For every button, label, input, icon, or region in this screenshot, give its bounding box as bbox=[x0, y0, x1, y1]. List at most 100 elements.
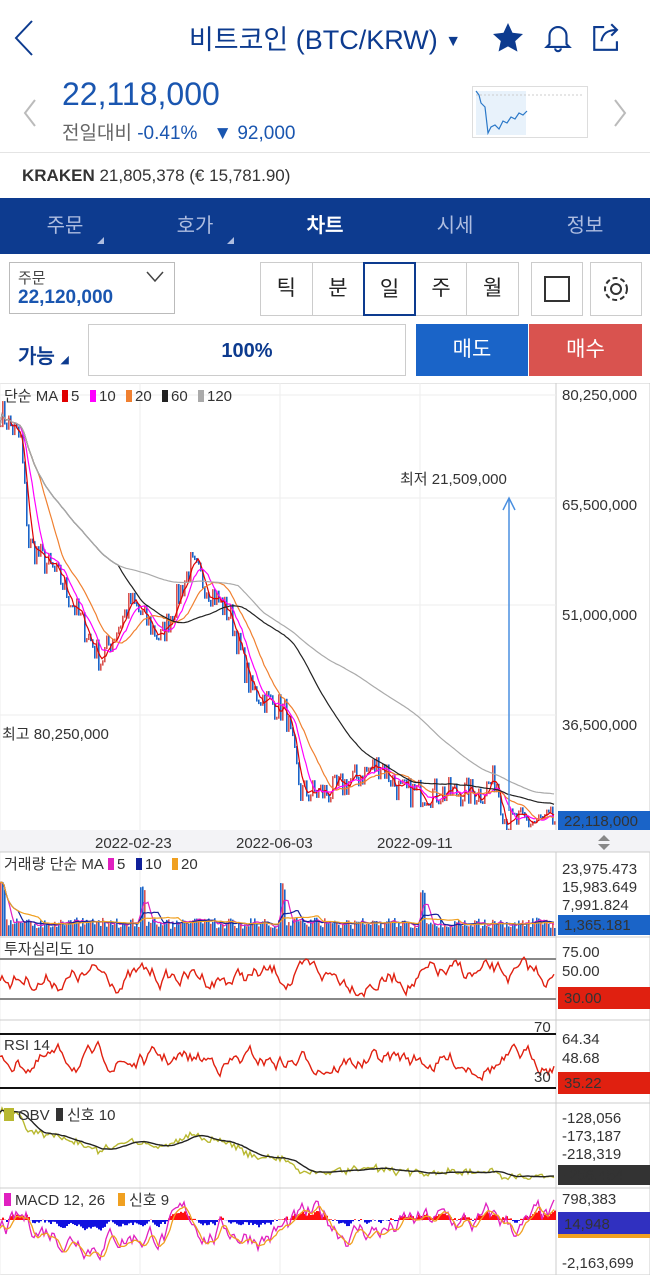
tab-3[interactable]: 시세 bbox=[436, 215, 474, 237]
volume-bar bbox=[148, 921, 150, 936]
candle bbox=[4, 401, 6, 425]
volume-bar bbox=[140, 887, 142, 936]
prev-coin-icon[interactable] bbox=[22, 98, 38, 128]
price-chart[interactable]: 단순 MA 5 10 20 60 120 80,250,000 65,500,000 51,00… bbox=[0, 383, 650, 1275]
ma-legend-label: 단순 MA bbox=[4, 388, 58, 405]
candle bbox=[440, 800, 442, 805]
volume-bar bbox=[68, 920, 70, 936]
candle bbox=[372, 759, 374, 770]
volume-bar bbox=[60, 919, 62, 936]
macd-histogram-bar bbox=[346, 1220, 348, 1227]
bell-icon[interactable] bbox=[541, 20, 575, 54]
next-coin-icon[interactable] bbox=[612, 98, 628, 128]
macd-histogram-bar bbox=[444, 1213, 446, 1220]
obv-current-label: -256,454 bbox=[564, 1167, 623, 1184]
volume-bar bbox=[70, 920, 72, 936]
candle bbox=[206, 592, 208, 599]
candle bbox=[396, 784, 398, 801]
period-0[interactable]: 틱 bbox=[260, 262, 313, 316]
volume-bar bbox=[340, 927, 342, 936]
period-1[interactable]: 분 bbox=[311, 262, 365, 316]
candle bbox=[328, 793, 330, 803]
candle bbox=[454, 783, 456, 789]
back-button[interactable] bbox=[12, 18, 38, 58]
volume-bar bbox=[106, 926, 108, 936]
candle bbox=[148, 616, 150, 626]
macd-histogram-bar bbox=[322, 1216, 324, 1220]
macd-histogram-bar bbox=[216, 1220, 218, 1222]
candle bbox=[106, 635, 108, 650]
tab-2[interactable]: 차트 bbox=[306, 215, 344, 237]
candle bbox=[314, 780, 316, 792]
volume-bar bbox=[236, 928, 238, 936]
volume-bar bbox=[186, 921, 188, 936]
candle bbox=[248, 662, 250, 693]
volume-bar bbox=[46, 923, 48, 936]
drawing-toggle-button[interactable] bbox=[531, 262, 583, 316]
macd-histogram-bar bbox=[32, 1220, 34, 1223]
volume-bar bbox=[160, 922, 162, 936]
volume-bar bbox=[320, 925, 322, 936]
available-selector[interactable]: 가능 ◢ bbox=[18, 346, 69, 368]
star-icon[interactable] bbox=[490, 20, 526, 56]
candle bbox=[342, 773, 344, 796]
volume-bar bbox=[478, 918, 480, 936]
ma-legend-value: 60 bbox=[171, 388, 188, 405]
volume-legend-value: 10 bbox=[145, 856, 162, 873]
quantity-percent-input[interactable]: 100% bbox=[88, 324, 406, 376]
macd-histogram-bar bbox=[472, 1220, 474, 1221]
volume-bar bbox=[484, 919, 486, 936]
macd-histogram-bar bbox=[16, 1214, 18, 1220]
volume-bar bbox=[396, 927, 398, 936]
macd-histogram-bar bbox=[380, 1220, 382, 1224]
volume-bar bbox=[278, 920, 280, 936]
candle bbox=[364, 766, 366, 785]
volume-bar bbox=[354, 920, 356, 936]
volume-bar bbox=[296, 917, 298, 936]
mini-chart[interactable] bbox=[472, 86, 588, 138]
macd-histogram-bar bbox=[454, 1218, 456, 1220]
volume-bar bbox=[132, 918, 134, 936]
candle bbox=[126, 609, 128, 619]
page-title[interactable]: 비트코인 (BTC/KRW) ▼ bbox=[188, 25, 462, 55]
volume-bar bbox=[6, 919, 8, 936]
candle bbox=[490, 782, 492, 785]
macd-histogram-bar bbox=[174, 1213, 176, 1220]
candle bbox=[484, 794, 486, 804]
volume-bar bbox=[516, 928, 518, 936]
volume-bar bbox=[204, 918, 206, 936]
period-2[interactable]: 일 bbox=[363, 262, 416, 316]
candle bbox=[188, 571, 190, 582]
candle bbox=[532, 820, 534, 826]
sell-button[interactable]: 매도 bbox=[416, 324, 528, 376]
candle bbox=[518, 810, 520, 825]
volume-bar bbox=[116, 918, 118, 936]
candle bbox=[274, 702, 276, 720]
candle bbox=[88, 633, 90, 641]
volume-bar bbox=[212, 922, 214, 936]
volume-bar bbox=[36, 927, 38, 936]
tab-0[interactable]: 주문 bbox=[0, 198, 130, 254]
order-price-select[interactable]: 주문 22,120,000 bbox=[9, 262, 175, 314]
buy-button[interactable]: 매수 bbox=[529, 324, 642, 376]
tab-4[interactable]: 정보 bbox=[566, 215, 604, 237]
macd-signal-line bbox=[0, 1206, 555, 1258]
chevron-left-icon bbox=[14, 20, 33, 56]
period-4[interactable]: 월 bbox=[466, 262, 519, 316]
volume-bar bbox=[536, 917, 538, 936]
chart-settings-button[interactable] bbox=[590, 262, 642, 316]
volume-bar bbox=[76, 917, 78, 936]
macd-histogram-bar bbox=[554, 1210, 556, 1220]
macd-histogram-bar bbox=[262, 1220, 264, 1223]
volume-bar bbox=[304, 922, 306, 936]
share-icon[interactable] bbox=[590, 20, 624, 54]
tab-1[interactable]: 호가 bbox=[130, 198, 260, 254]
volume-bar bbox=[112, 925, 114, 936]
volume-bar bbox=[142, 886, 144, 936]
macd-histogram-bar bbox=[370, 1220, 372, 1222]
macd-histogram-bar bbox=[264, 1220, 266, 1225]
period-3[interactable]: 주 bbox=[414, 262, 468, 316]
macd-histogram-bar bbox=[520, 1218, 522, 1220]
macd-histogram-bar bbox=[200, 1220, 202, 1224]
ma-legend-value: 20 bbox=[135, 388, 152, 405]
